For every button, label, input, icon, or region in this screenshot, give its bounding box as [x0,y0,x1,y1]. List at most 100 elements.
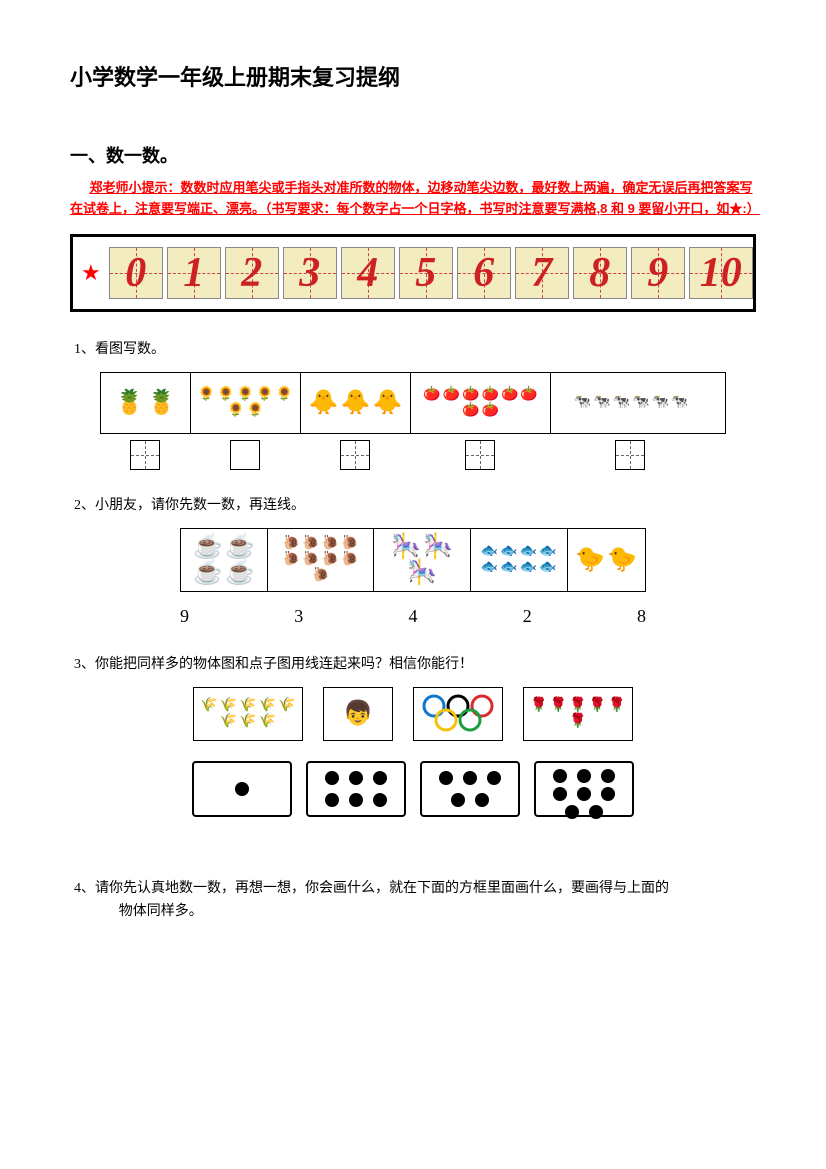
item-icon: 🐌 [322,537,339,551]
answer-slot[interactable] [190,440,300,470]
q4-line1: 4、请你先认真地数一数，再想一想，你会画什么，就在下面的方框里面画什么，要画得与… [74,881,669,896]
item-icon: 🍅 [482,404,499,418]
answer-box[interactable] [130,440,160,470]
item-icon: 🍅 [520,388,537,402]
q4-line2: 物体同样多。 [74,900,752,924]
item-icon: 🌾 [200,699,217,713]
item-icon: 🐟 [539,545,556,559]
dot-icon [553,787,567,801]
dot-icon [553,769,567,783]
dot-card [306,761,406,817]
item-icon: 🐟 [520,561,537,575]
section-heading: 一、数一数。 [70,142,756,168]
item-icon: 🍅 [443,388,460,402]
q3-card: 👦 [323,687,393,741]
dot-icon [373,793,387,807]
digit-cell: 0 [109,247,163,299]
item-icon: 🎠 [407,561,437,585]
digit-cell: 6 [457,247,511,299]
item-icon: 🌾 [220,715,237,729]
item-icon: ☕ [193,561,223,585]
item-icon: 🐥 [309,391,339,415]
digit-glyph: 8 [589,249,610,297]
item-icon: 🌹 [608,699,625,713]
q3-card [413,687,503,741]
item-icon: 🍍 [115,391,145,415]
item-icon: 🍅 [423,388,440,402]
dot-icon [487,771,501,785]
answer-box[interactable] [230,440,260,470]
digit-glyph: 6 [473,249,494,297]
q4-text: 4、请你先认真地数一数，再想一想，你会画什么，就在下面的方框里面画什么，要画得与… [74,877,752,925]
dot-icon [577,787,591,801]
answer-box[interactable] [465,440,495,470]
item-icon: 🌾 [220,699,237,713]
digit-glyph: 5 [415,249,436,297]
dot-icon [601,787,615,801]
digit-strip: ★ 012345678910 [70,234,756,312]
q1-cell: 🍍🍍 [101,373,191,433]
item-icon: 🐄 [574,396,591,410]
match-number[interactable]: 4 [409,606,418,627]
item-icon: ☕ [193,535,223,559]
item-icon: 🌾 [278,699,295,713]
item-icon: 🌻 [227,404,244,418]
match-number[interactable]: 9 [180,606,189,627]
item-icon: 🐌 [322,553,339,567]
item-icon: 🌻 [276,388,293,402]
answer-slot[interactable] [550,440,710,470]
item-icon: 🐥 [341,391,371,415]
dot-card [192,761,292,817]
dot-icon [349,771,363,785]
item-icon: 🌻 [256,388,273,402]
item-icon: 🐟 [500,545,517,559]
item-icon: 🐟 [539,561,556,575]
item-icon: 🐟 [481,545,498,559]
q2-cell: ☕☕☕☕ [181,529,268,591]
match-number[interactable]: 8 [637,606,646,627]
item-icon: 🐌 [302,537,319,551]
dot-icon [235,782,249,796]
dot-icon [475,793,489,807]
q1-label: 1、看图写数。 [74,338,756,358]
item-icon: 🌹 [569,699,586,713]
item-icon: 🐄 [613,396,630,410]
q2-cell: 🐌🐌🐌🐌🐌🐌🐌🐌🐌 [268,529,374,591]
item-icon: 🍅 [462,404,479,418]
digit-glyph: 4 [357,249,378,297]
answer-slot[interactable] [300,440,410,470]
page: 小学数学一年级上册期末复习提纲 一、数一数。 郑老师小提示：数数时应用笔尖或手指… [0,0,826,964]
star-icon: ★ [81,260,101,286]
item-icon: 🐄 [671,396,688,410]
q2-cell: 🐤🐤 [568,529,645,591]
answer-slot[interactable] [100,440,190,470]
digit-glyph: 2 [241,249,262,297]
match-number[interactable]: 3 [294,606,303,627]
digit-cell: 10 [689,247,753,299]
dot-icon [451,793,465,807]
answer-slot[interactable] [410,440,550,470]
item-icon: 👦 [343,702,373,726]
item-icon: 🌹 [589,699,606,713]
item-icon: 🎠 [423,535,453,559]
q1-cell: 🍅🍅🍅🍅🍅🍅🍅🍅 [411,373,551,433]
digit-cell: 1 [167,247,221,299]
digit-glyph: 3 [299,249,320,297]
q1-cell: 🐄🐄🐄🐄🐄🐄 [551,373,711,433]
match-number[interactable]: 2 [523,606,532,627]
dot-icon [601,769,615,783]
item-icon: 🐄 [632,396,649,410]
q2-label: 2、小朋友，请你先数一数，再连线。 [74,494,756,514]
digit-cell: 2 [225,247,279,299]
item-icon: 🌹 [550,699,567,713]
q2-picture-row: ☕☕☕☕🐌🐌🐌🐌🐌🐌🐌🐌🐌🎠🎠🎠🐟🐟🐟🐟🐟🐟🐟🐟🐤🐤 [180,528,646,592]
q3-card: 🌹🌹🌹🌹🌹🌹 [523,687,633,741]
item-icon: ☕ [225,535,255,559]
answer-box[interactable] [340,440,370,470]
digit-glyph: 10 [700,249,742,297]
dot-icon [325,793,339,807]
q2-cell: 🐟🐟🐟🐟🐟🐟🐟🐟 [471,529,568,591]
answer-box[interactable] [615,440,645,470]
q2-number-row: 9 3 4 2 8 [180,606,646,627]
digit-cell: 5 [399,247,453,299]
